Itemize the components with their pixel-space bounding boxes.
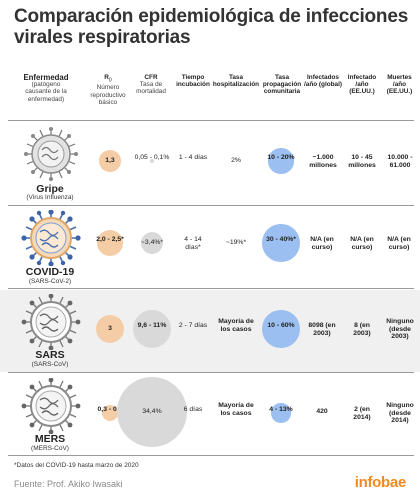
source-credit: Fuente: Prof. Akiko Iwasaki: [14, 479, 123, 489]
disease-name-gripe: Gripe: [36, 183, 64, 195]
cfr-value: 0,05 - 0,1%: [134, 154, 170, 161]
disease-name-covid: COVID-19: [25, 266, 75, 278]
sars-virus-icon: [21, 294, 81, 350]
pathogen-name-gripe: (Virus Influenza): [26, 194, 74, 201]
r0-circle: [101, 404, 119, 422]
infected-us-value: 8 (en 2003): [353, 322, 371, 337]
infected-us-value: 10 - 45 millones: [348, 154, 376, 169]
infected-global-value: 420: [316, 408, 328, 415]
header-r0-label: R: [104, 74, 109, 81]
community-circle: [268, 148, 294, 174]
header-r0-sub: Número reproductivo básico: [90, 84, 126, 106]
page-title: Comparación epidemiológica de infeccione…: [14, 6, 409, 48]
header-disease-label: Enfermedad: [23, 73, 69, 82]
separator: [8, 455, 414, 456]
community-circle: [262, 310, 300, 348]
header-hosp: Tasa hospitalización: [212, 74, 260, 120]
pathogen-name-sars: (SARS-CoV): [31, 361, 69, 368]
infobae-logo: infobae: [354, 474, 407, 491]
cfr-circle: [132, 309, 172, 349]
disease-name-mers: MERS: [34, 433, 66, 445]
community-value: 30 - 40%*: [266, 236, 296, 243]
infected-us-value: 2 (en 2014): [353, 406, 371, 421]
deaths-us-value: N/A (en curso): [387, 236, 411, 251]
header-community: Tasa propagación comunitaria: [262, 74, 302, 120]
pathogen-name-mers: (MERS-CoV): [31, 445, 69, 452]
header-r0-subscript: 0: [108, 77, 112, 84]
separator: [8, 372, 414, 373]
community-value: 4 - 13%: [269, 406, 293, 413]
cfr-circle: [140, 231, 164, 255]
header-r0: R0 Número reproductivo básico: [88, 74, 128, 120]
infected-global-value: ~1.000 millones: [309, 154, 337, 169]
header-infected-us: Infectado /año (EE.UU.): [343, 74, 381, 120]
deaths-us-value: 10.000 - 61.000: [387, 154, 413, 169]
community-value: 10 - 60%: [267, 322, 295, 329]
separator: [8, 288, 414, 289]
coronavirus-icon: [21, 210, 81, 266]
header-cfr-label: CFR: [144, 74, 158, 81]
community-value: 10 - 20%: [267, 154, 295, 161]
cfr-circle: [116, 376, 188, 448]
separator: [8, 205, 414, 206]
header-community-label: Tasa propagación comunitaria: [262, 74, 302, 96]
header-hosp-label: Tasa hospitalización: [212, 74, 260, 89]
infected-global-value: N/A (en curso): [310, 236, 334, 251]
r0-circle: [95, 314, 125, 344]
r0-value: 1,3: [105, 157, 115, 164]
hosp-value: ~19%*: [225, 239, 247, 246]
header-deaths-us: Muertes /año (EE.UU.): [381, 74, 418, 120]
incubation-value: 1 - 4 días: [178, 154, 208, 161]
header-infected-global-label: Infectados /año (global): [304, 74, 342, 89]
infected-us-value: N/A (en curso): [350, 236, 374, 251]
r0-value: 0,3 - 0,8: [97, 406, 123, 413]
r0-circle: [99, 150, 121, 172]
header-disease-sub: (patógeno causante de la enfermedad): [25, 81, 67, 103]
separator: [8, 120, 414, 121]
infected-global-value: 8098 (en 2003): [308, 322, 336, 337]
cfr-value: ~3,4%*: [140, 239, 164, 246]
mers-virus-icon: [21, 378, 81, 434]
incubation-value: 4 - 14 días*: [184, 236, 202, 251]
r0-value: 2,0 - 2,5*: [96, 236, 124, 243]
deaths-us-value: Ninguno (desde 2003): [386, 318, 414, 341]
cfr-circle: [150, 159, 154, 163]
community-circle: [271, 403, 291, 423]
header-cfr-sub: Tasa de mortalidad: [136, 81, 166, 96]
community-circle: [262, 224, 300, 262]
header-infected-us-label: Infectado /año (EE.UU.): [347, 74, 377, 96]
footnote: *Datos del COVID-19 hasta marzo de 2020: [14, 462, 139, 469]
header-deaths-us-label: Muertes /año (EE.UU.): [386, 74, 413, 96]
cfr-value: 9,6 - 11%: [137, 322, 167, 329]
header-infected-global: Infectados /año (global): [303, 74, 343, 120]
r0-circle: [97, 230, 123, 256]
r0-value: 3: [108, 325, 112, 332]
deaths-us-value: Ninguno (desde 2014): [386, 402, 414, 425]
disease-name-sars: SARS: [35, 349, 65, 361]
hosp-value: Mayoría de los casos: [218, 402, 254, 417]
cfr-value: 34,4%: [142, 408, 162, 415]
hosp-value: 2%: [231, 157, 241, 164]
influenza-virus-icon: [24, 127, 78, 181]
incubation-value: 6 días: [183, 406, 203, 413]
header-cfr: CFR Tasa de mortalidad: [131, 74, 171, 120]
hosp-value: Mayoría de los casos: [218, 318, 254, 333]
incubation-value: 2 - 7 días: [178, 322, 208, 329]
header-disease: Enfermedad (patógeno causante de la enfe…: [6, 73, 86, 120]
header-incubation-label: Tiempo incubación: [176, 74, 210, 89]
header-incubation: Tiempo incubación: [174, 74, 212, 120]
pathogen-name-covid: (SARS-CoV-2): [28, 278, 72, 285]
